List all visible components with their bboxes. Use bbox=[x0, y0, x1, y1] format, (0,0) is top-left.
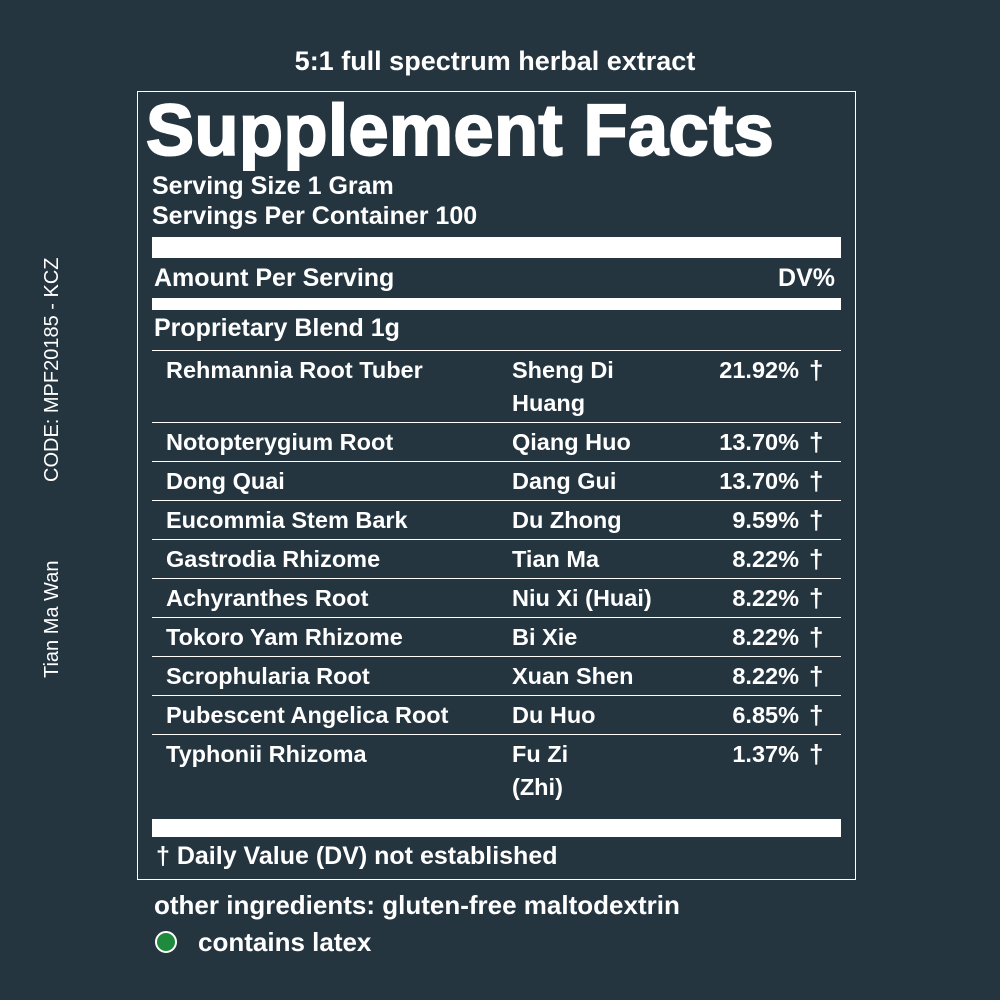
ingredient-name: Notopterygium Root bbox=[152, 426, 512, 459]
ingredient-row: Gastrodia RhizomeTian Ma8.22%† bbox=[152, 539, 841, 578]
ingredient-rows: Rehmannia Root TuberSheng DiHuang21.92%†… bbox=[152, 350, 841, 806]
chinese-name: Fu Zi(Zhi) bbox=[512, 738, 687, 804]
ingredient-name: Achyranthes Root bbox=[152, 582, 512, 615]
ingredient-name: Pubescent Angelica Root bbox=[152, 699, 512, 732]
product-name: Tian Ma Wan bbox=[41, 561, 64, 678]
dagger: † bbox=[799, 738, 839, 804]
daily-value: 21.92% bbox=[687, 354, 799, 420]
subtitle: 5:1 full spectrum herbal extract bbox=[0, 46, 990, 77]
dagger: † bbox=[799, 504, 839, 537]
chinese-name-line: (Zhi) bbox=[512, 771, 687, 804]
product-code: CODE: MPF20185 - KCZ bbox=[41, 257, 64, 482]
chinese-name: Qiang Huo bbox=[512, 426, 687, 459]
latex-note: contains latex bbox=[198, 927, 371, 958]
ingredient-row: Eucommia Stem BarkDu Zhong9.59%† bbox=[152, 500, 841, 539]
ingredient-row: Pubescent Angelica RootDu Huo6.85%† bbox=[152, 695, 841, 734]
ingredient-name: Eucommia Stem Bark bbox=[152, 504, 512, 537]
chinese-name-line: Fu Zi bbox=[512, 738, 687, 771]
ingredient-row: Dong QuaiDang Gui13.70%† bbox=[152, 461, 841, 500]
dagger: † bbox=[799, 699, 839, 732]
chinese-name-line: Xuan Shen bbox=[512, 660, 687, 693]
chinese-name: Niu Xi (Huai) bbox=[512, 582, 687, 615]
daily-value: 13.70% bbox=[687, 426, 799, 459]
chinese-name-line: Du Zhong bbox=[512, 504, 687, 537]
daily-value: 6.85% bbox=[687, 699, 799, 732]
page: 5:1 full spectrum herbal extract CODE: M… bbox=[0, 0, 1000, 1000]
dagger: † bbox=[799, 621, 839, 654]
serving-size: Serving Size 1 Gram bbox=[152, 172, 394, 201]
ingredient-name: Tokoro Yam Rhizome bbox=[152, 621, 512, 654]
ingredient-name: Rehmannia Root Tuber bbox=[152, 354, 512, 420]
ingredient-name: Gastrodia Rhizome bbox=[152, 543, 512, 576]
chinese-name: Du Huo bbox=[512, 699, 687, 732]
footnote: † Daily Value (DV) not established bbox=[156, 842, 558, 871]
chinese-name-line: Niu Xi (Huai) bbox=[512, 582, 687, 615]
dv-header: DV% bbox=[778, 264, 835, 293]
supplement-facts-label: Supplement Facts Serving Size 1 Gram Ser… bbox=[137, 91, 856, 880]
chinese-name: Dang Gui bbox=[512, 465, 687, 498]
chinese-name: Du Zhong bbox=[512, 504, 687, 537]
thick-rule bbox=[152, 298, 841, 310]
chinese-name-line: Dang Gui bbox=[512, 465, 687, 498]
ingredient-name: Typhonii Rhizoma bbox=[152, 738, 512, 804]
ingredient-row: Achyranthes RootNiu Xi (Huai)8.22%† bbox=[152, 578, 841, 617]
dagger: † bbox=[799, 465, 839, 498]
servings-per-container: Servings Per Container 100 bbox=[152, 202, 477, 231]
chinese-name-line: Bi Xie bbox=[512, 621, 687, 654]
chinese-name-line: Huang bbox=[512, 387, 687, 420]
ingredient-row: Typhonii RhizomaFu Zi(Zhi)1.37%† bbox=[152, 734, 841, 806]
thick-rule bbox=[152, 237, 841, 258]
chinese-name: Bi Xie bbox=[512, 621, 687, 654]
chinese-name-line: Tian Ma bbox=[512, 543, 687, 576]
label-title: Supplement Facts bbox=[146, 90, 774, 172]
ingredient-row: Rehmannia Root TuberSheng DiHuang21.92%† bbox=[152, 350, 841, 422]
chinese-name: Tian Ma bbox=[512, 543, 687, 576]
chinese-name-line: Qiang Huo bbox=[512, 426, 687, 459]
latex-icon bbox=[155, 931, 177, 953]
chinese-name: Sheng DiHuang bbox=[512, 354, 687, 420]
daily-value: 8.22% bbox=[687, 621, 799, 654]
daily-value: 9.59% bbox=[687, 504, 799, 537]
ingredient-row: Notopterygium RootQiang Huo13.70%† bbox=[152, 422, 841, 461]
daily-value: 1.37% bbox=[687, 738, 799, 804]
thick-rule bbox=[152, 819, 841, 837]
dagger: † bbox=[799, 543, 839, 576]
blend: Proprietary Blend 1g bbox=[154, 314, 400, 343]
daily-value: 8.22% bbox=[687, 582, 799, 615]
ingredient-name: Scrophularia Root bbox=[152, 660, 512, 693]
ingredient-name: Dong Quai bbox=[152, 465, 512, 498]
dagger: † bbox=[799, 582, 839, 615]
chinese-name: Xuan Shen bbox=[512, 660, 687, 693]
ingredient-row: Scrophularia RootXuan Shen8.22%† bbox=[152, 656, 841, 695]
chinese-name-line: Du Huo bbox=[512, 699, 687, 732]
dagger: † bbox=[799, 426, 839, 459]
amount-header: Amount Per Serving bbox=[154, 264, 394, 293]
daily-value: 8.22% bbox=[687, 660, 799, 693]
dagger: † bbox=[799, 354, 839, 420]
dagger: † bbox=[799, 660, 839, 693]
daily-value: 13.70% bbox=[687, 465, 799, 498]
other-ingredients: other ingredients: gluten-free maltodext… bbox=[154, 890, 680, 921]
chinese-name-line: Sheng Di bbox=[512, 354, 687, 387]
daily-value: 8.22% bbox=[687, 543, 799, 576]
ingredient-row: Tokoro Yam RhizomeBi Xie8.22%† bbox=[152, 617, 841, 656]
